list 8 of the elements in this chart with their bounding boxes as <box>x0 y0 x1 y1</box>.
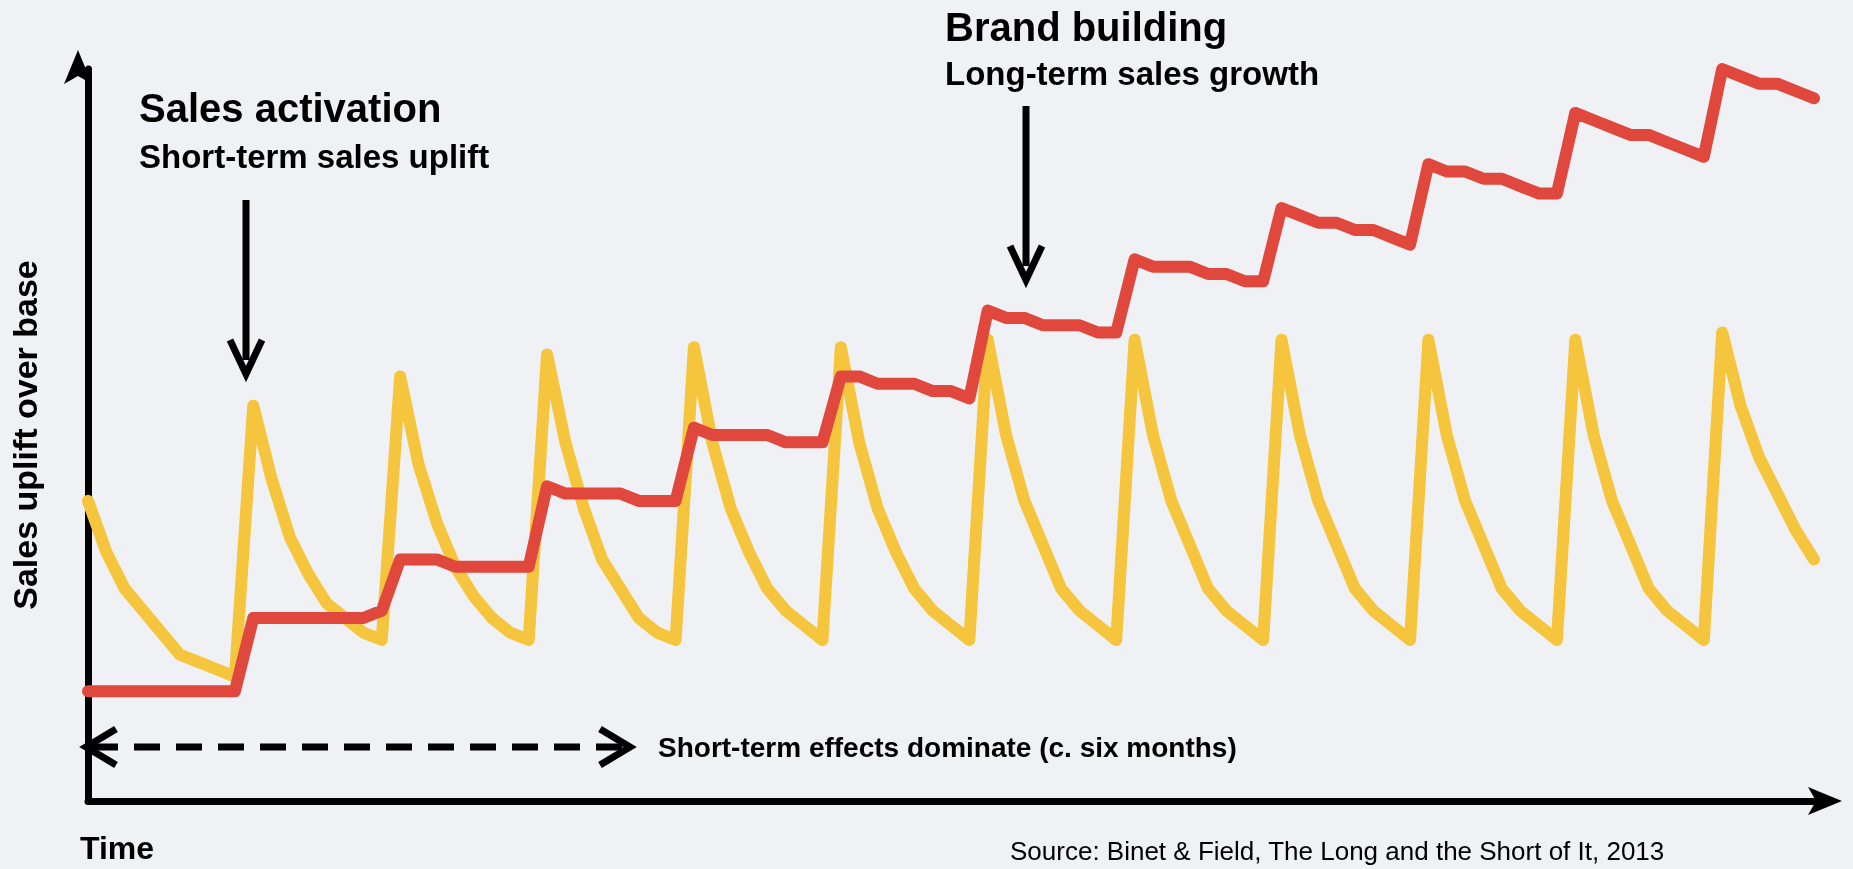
annotation: Short-term effects dominate (c. six months) <box>658 731 1237 763</box>
annotation: Long-term sales growth <box>945 55 1320 92</box>
source-note: Source: Binet & Field, The Long and the Short of It, 2013 <box>1010 836 1665 866</box>
x-axis-title: Time <box>80 830 155 866</box>
annotation: Short-term sales uplift <box>139 138 490 175</box>
annotation: Sales activation <box>139 86 442 130</box>
y-axis-title: Sales uplift over base <box>6 260 44 610</box>
text: Brand building <box>945 5 1228 49</box>
